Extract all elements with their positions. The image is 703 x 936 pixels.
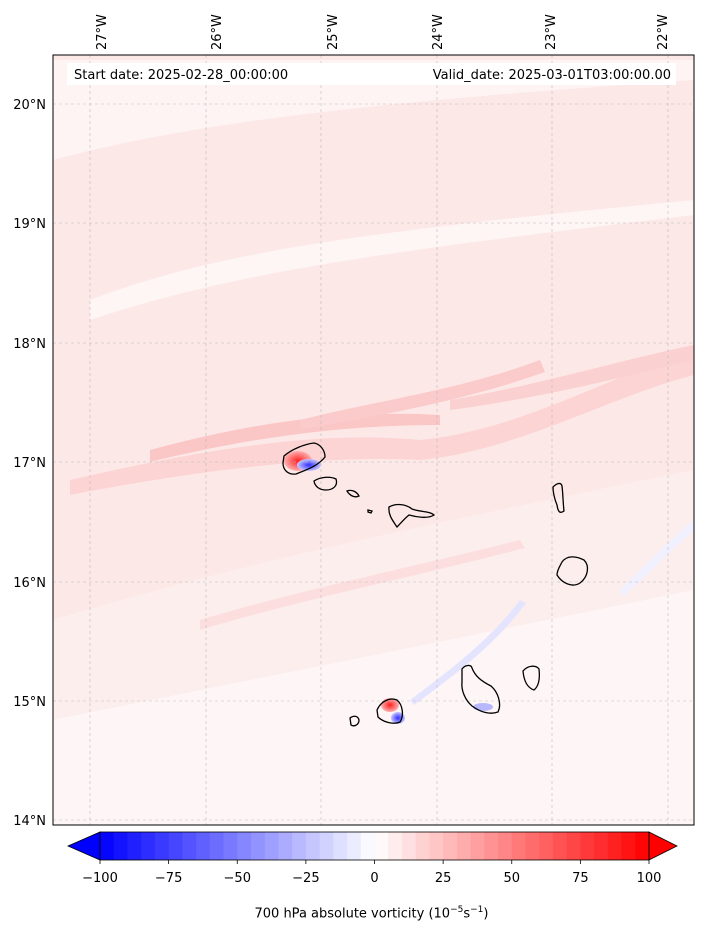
colorbar-segment: [511, 832, 526, 860]
lon-tick-labels: 27°W 26°W 25°W 24°W 23°W 22°W: [95, 14, 671, 50]
colorbar-segment: [237, 832, 252, 860]
vorticity-field: [53, 55, 694, 825]
colorbar-segment: [580, 832, 595, 860]
colorbar-segment: [594, 832, 609, 860]
colorbar-segment: [209, 832, 225, 860]
lat-tick: 16°N: [13, 576, 46, 591]
island-brava: [349, 715, 360, 727]
colorbar-segment: [552, 832, 568, 860]
island-santa-luzia: [346, 489, 360, 498]
colorbar-segment: [388, 832, 403, 860]
lon-tick: 22°W: [656, 14, 671, 50]
colorbar-segment: [443, 832, 458, 860]
colorbar-segment: [347, 832, 362, 860]
colorbar-segment: [319, 832, 334, 860]
island-boa-vista: [556, 556, 589, 586]
lat-tick: 17°N: [13, 456, 46, 471]
lon-tick: 26°W: [210, 14, 225, 50]
colorbar-segment: [607, 832, 623, 860]
island-santiago: [461, 664, 501, 714]
colorbar-tick-label: −100: [82, 871, 118, 886]
colorbar-segment: [429, 832, 444, 860]
map-frame: [52, 54, 695, 826]
colorbar-segment: [484, 832, 499, 860]
lat-tick: 15°N: [13, 695, 46, 710]
lat-tick-labels: 20°N 19°N 18°N 17°N 16°N 15°N 14°N: [13, 98, 46, 829]
lon-tick: 23°W: [544, 14, 559, 50]
colorbar-tick-label: 0: [370, 871, 378, 886]
colorbar-segment: [100, 832, 115, 860]
island-sao-nicolau: [388, 503, 436, 529]
colorbar-segment: [470, 832, 485, 860]
colorbar-segment: [223, 832, 238, 860]
colorbar-segment: [305, 832, 321, 860]
colorbar-segment: [127, 832, 142, 860]
colorbar-tick-label: 50: [503, 871, 520, 886]
colorbar-tick-label: 25: [435, 871, 452, 886]
island-fogo: [376, 698, 404, 724]
lon-tick: 24°W: [431, 14, 446, 50]
colorbar-segment: [182, 832, 197, 860]
colorbar-tick-label: −75: [155, 871, 182, 886]
colorbar-segment: [539, 832, 554, 860]
colorbar-segment: [456, 832, 472, 860]
colorbar-segment: [635, 832, 650, 860]
colorbar-tick-label: −25: [292, 871, 319, 886]
lon-tick: 27°W: [95, 14, 110, 50]
colorbar-segment: [196, 832, 211, 860]
colorbar-segment: [498, 832, 513, 860]
colorbar-extend-max: [648, 831, 678, 861]
lat-tick: 20°N: [13, 98, 46, 113]
island-maio: [522, 665, 540, 691]
header-box: [67, 63, 676, 85]
colorbar-segment: [360, 832, 375, 860]
colorbar-segment: [141, 832, 156, 860]
colorbar-segment: [401, 832, 417, 860]
colorbar-segment: [292, 832, 307, 860]
graticule: [53, 55, 694, 825]
island-sao-vicente: [313, 476, 338, 491]
colorbar-label: 700 hPa absolute vorticity (10−5s−1): [254, 905, 489, 922]
colorbar-tick-label: 75: [572, 871, 589, 886]
colorbar-segment: [374, 832, 389, 860]
colorbar-segment: [250, 832, 266, 860]
valid-date-label: Valid_date: 2025-03-01T03:00:00.00: [433, 68, 671, 83]
lat-tick: 14°N: [13, 814, 46, 829]
colorbar-segment: [525, 832, 540, 860]
colorbar-segment: [278, 832, 293, 860]
colorbar-segment: [621, 832, 636, 860]
lat-tick: 18°N: [13, 337, 46, 352]
colorbar-segments: [100, 832, 650, 860]
colorbar-extend-min: [67, 831, 101, 861]
colorbar-segment: [566, 832, 581, 860]
start-date-label: Start date: 2025-02-28_00:00:00: [74, 68, 288, 83]
island-santo-antao: [282, 442, 326, 475]
lon-tick: 25°W: [326, 14, 341, 50]
colorbar-segment: [264, 832, 279, 860]
colorbar: −100 −75 −50 −25 0 25 50 75 100: [67, 831, 678, 886]
colorbar-segment: [415, 832, 430, 860]
colorbar-segment: [333, 832, 348, 860]
colorbar-tick-label: −50: [224, 871, 251, 886]
colorbar-tick-label: 100: [637, 871, 662, 886]
colorbar-segment: [113, 832, 128, 860]
lat-tick: 19°N: [13, 217, 46, 232]
colorbar-ticks: −100 −75 −50 −25 0 25 50 75 100: [82, 860, 661, 886]
colorbar-segment: [154, 832, 170, 860]
coastlines: [282, 442, 589, 727]
colorbar-segment: [168, 832, 183, 860]
island-sal: [552, 482, 565, 513]
island-branco: [367, 509, 373, 514]
